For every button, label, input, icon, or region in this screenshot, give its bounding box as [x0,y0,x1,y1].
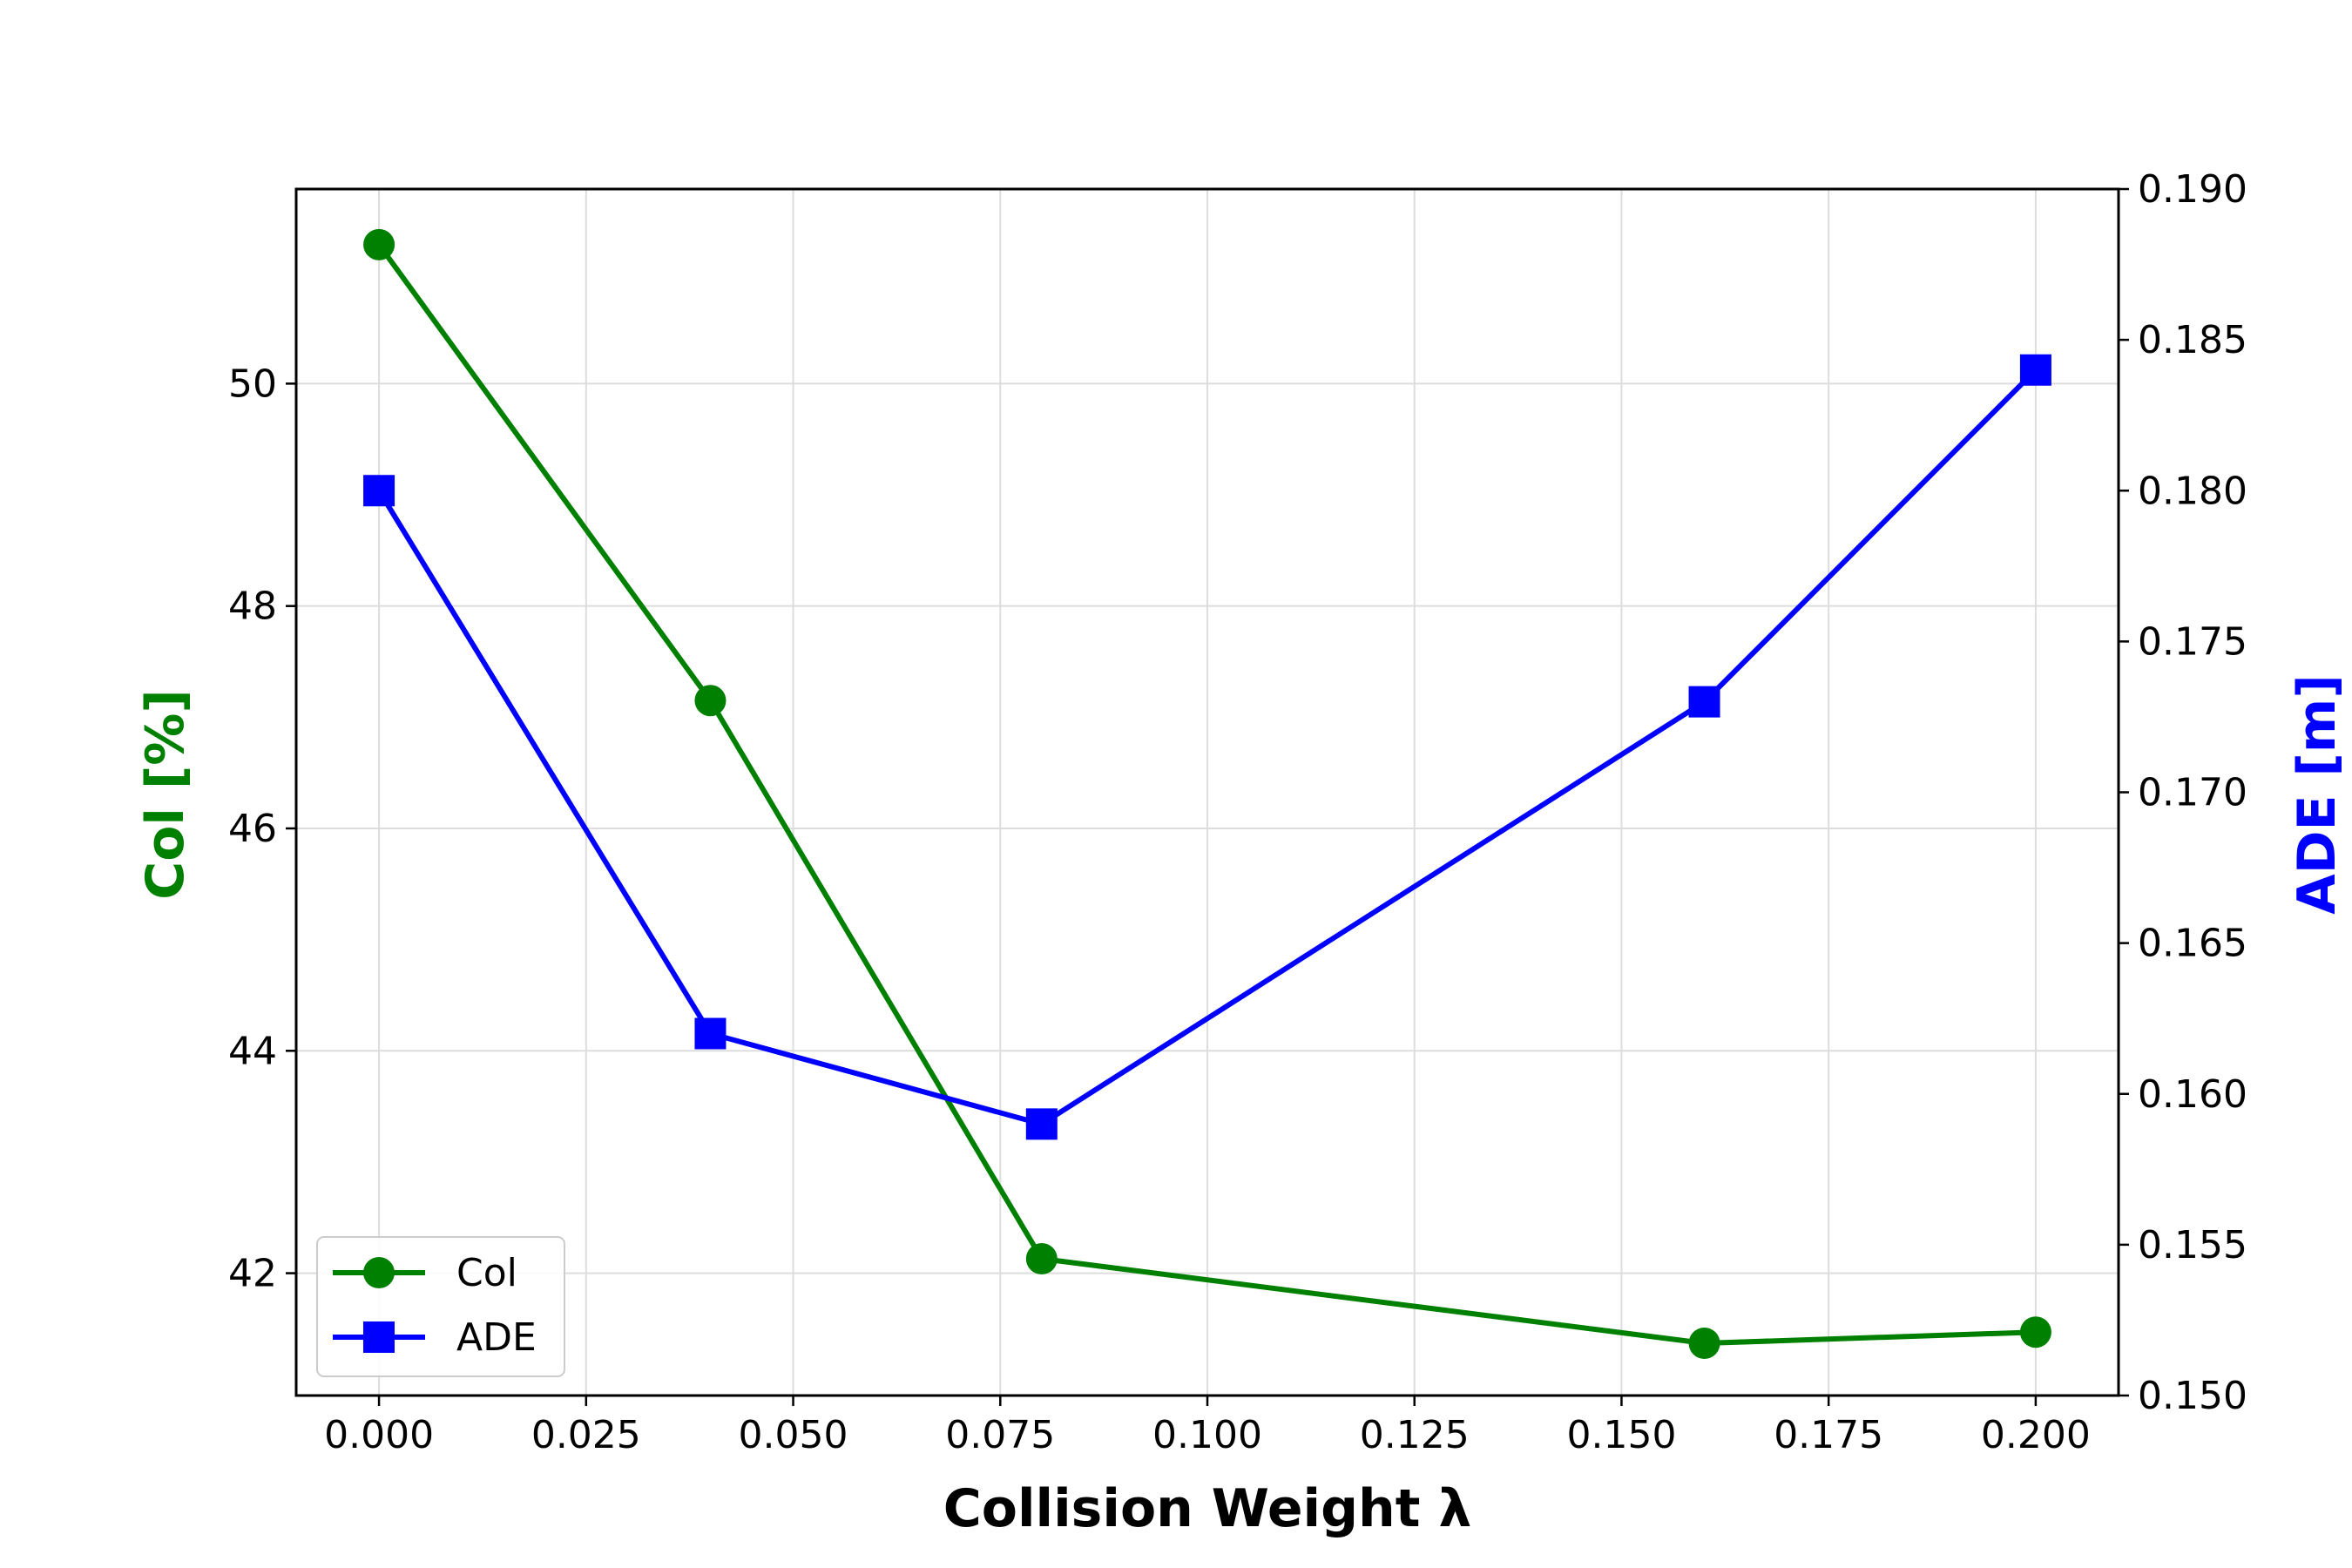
series-layer [363,228,2051,1360]
data-point-ade [694,1017,727,1050]
x-tick-label: 0.100 [1152,1413,1262,1457]
y-right-tick-label: 0.190 [2138,167,2247,212]
data-point-ade [2019,354,2051,386]
y-right-tick-label: 0.170 [2138,771,2247,815]
grid [296,189,2119,1396]
x-tick-label: 0.150 [1566,1413,1676,1457]
x-tick-label: 0.075 [945,1413,1055,1457]
y-right-tick-label: 0.180 [2138,469,2247,513]
y-right-tick-label: 0.155 [2138,1223,2247,1267]
legend-marker-col [363,1257,395,1288]
x-tick-label: 0.000 [324,1413,434,1457]
y-left-tick-label: 48 [228,585,277,629]
y-right-tick-label: 0.175 [2138,619,2247,664]
y-axis-right-label: ADE [m] [2287,674,2348,914]
data-point-col [694,685,727,717]
legend: Col ADE [316,1236,565,1377]
legend-label-ade: ADE [456,1315,537,1360]
data-point-col [363,228,395,260]
y-right-tick-label: 0.165 [2138,922,2247,966]
axes-ticks: 0.000 0.025 0.050 0.075 0.100 0.125 0.150 0.175… [228,167,2247,1457]
y-left-tick-label: 42 [228,1252,277,1296]
x-tick-label: 0.175 [1774,1413,1883,1457]
y-axis-left-label: Col [%] [135,689,196,900]
data-point-col [2019,1316,2051,1348]
data-point-ade [1688,686,1720,718]
x-tick-label: 0.125 [1360,1413,1470,1457]
x-tick-label: 0.025 [531,1413,641,1457]
legend-marker-ade [363,1321,395,1353]
data-point-col [1025,1242,1058,1274]
y-left-tick-label: 44 [228,1029,277,1073]
data-point-col [1688,1328,1720,1360]
y-right-tick-label: 0.150 [2138,1374,2247,1418]
data-point-ade [363,475,395,507]
x-axis-label: Collision Weight λ [943,1478,1472,1539]
legend-label-col: Col [456,1251,517,1295]
y-left-tick-label: 46 [228,807,277,851]
y-left-tick-label: 50 [228,362,277,406]
data-point-ade [1025,1108,1058,1140]
x-tick-label: 0.200 [1981,1413,2091,1457]
x-tick-label: 0.050 [739,1413,848,1457]
y-right-tick-label: 0.160 [2138,1072,2247,1117]
y-right-tick-label: 0.185 [2138,318,2247,362]
